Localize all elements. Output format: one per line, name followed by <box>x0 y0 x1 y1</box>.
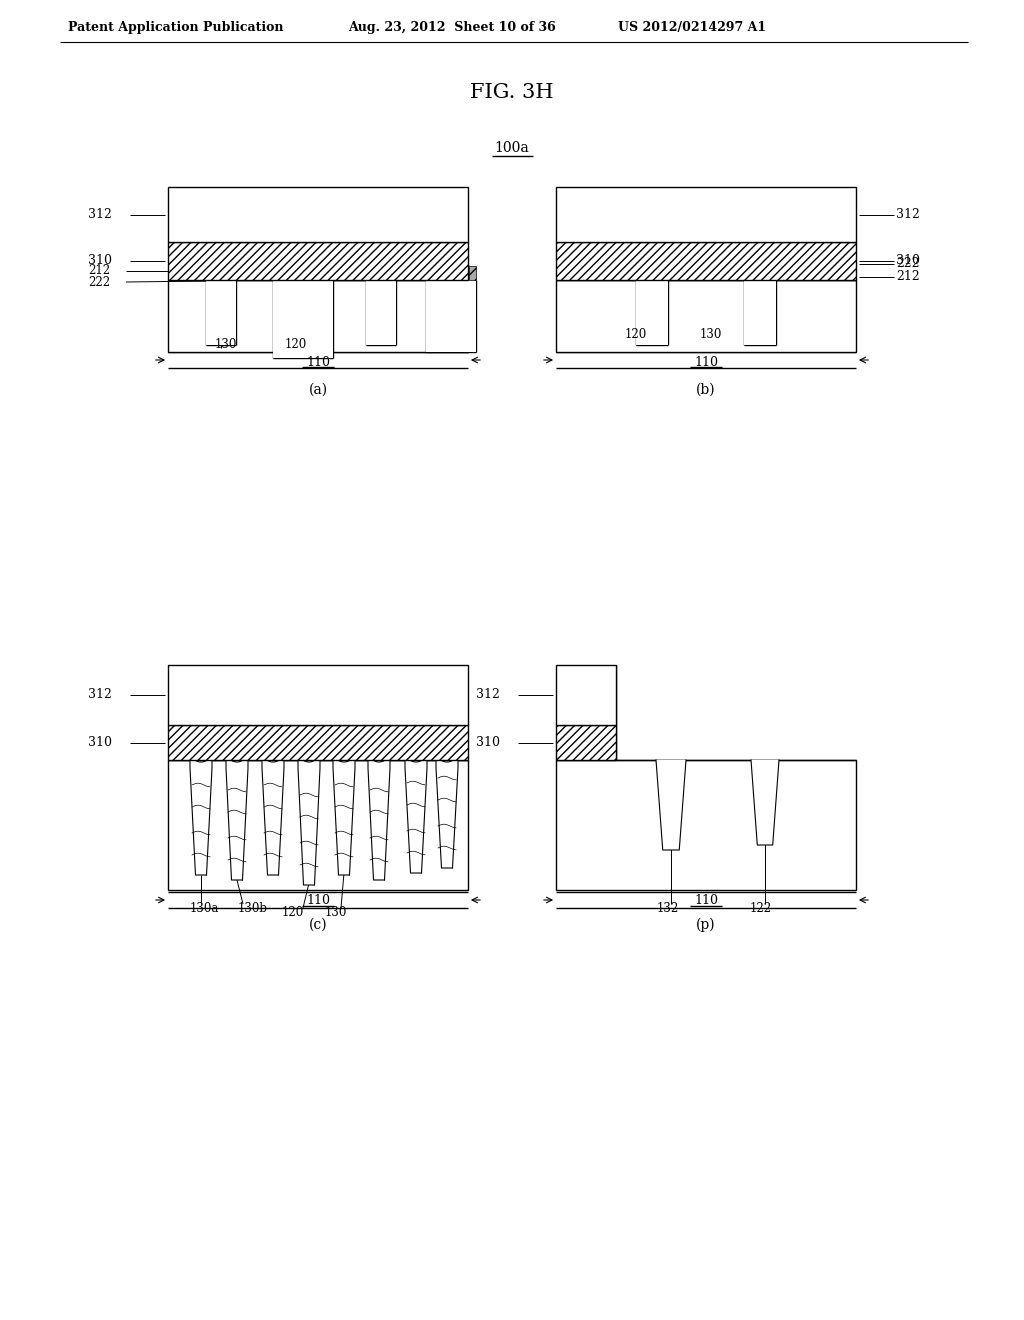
Text: 310: 310 <box>88 255 112 268</box>
Text: 212: 212 <box>88 264 111 277</box>
Text: 222: 222 <box>896 257 920 271</box>
Polygon shape <box>333 760 355 875</box>
Bar <box>168 760 468 890</box>
Bar <box>273 267 280 280</box>
Bar <box>273 280 333 358</box>
Bar <box>426 267 433 280</box>
Bar <box>776 257 798 273</box>
Text: 312: 312 <box>476 689 500 701</box>
Bar <box>744 280 776 345</box>
Text: 120: 120 <box>625 329 647 342</box>
Text: FIG. 3H: FIG. 3H <box>470 82 554 102</box>
Bar <box>575 257 598 273</box>
Bar <box>556 725 616 760</box>
Bar <box>206 280 236 345</box>
Text: 310: 310 <box>476 737 500 748</box>
Bar <box>168 280 468 352</box>
Bar <box>168 242 468 280</box>
Bar <box>556 187 856 242</box>
Polygon shape <box>656 760 686 850</box>
Text: 130b: 130b <box>248 252 278 264</box>
Polygon shape <box>226 760 248 880</box>
Text: 212: 212 <box>896 271 920 282</box>
Text: 312: 312 <box>88 209 112 220</box>
Bar <box>426 280 476 352</box>
Text: 130: 130 <box>699 329 722 342</box>
Text: 100a: 100a <box>495 141 529 154</box>
Text: 310: 310 <box>896 255 920 268</box>
Polygon shape <box>190 760 212 875</box>
Text: US 2012/0214297 A1: US 2012/0214297 A1 <box>618 21 766 34</box>
Text: 120: 120 <box>285 338 307 351</box>
Polygon shape <box>262 760 284 875</box>
Text: Aug. 23, 2012  Sheet 10 of 36: Aug. 23, 2012 Sheet 10 of 36 <box>348 21 556 34</box>
Text: 130: 130 <box>325 906 347 919</box>
Bar <box>389 267 396 280</box>
Bar <box>636 280 668 345</box>
Bar <box>826 257 848 273</box>
Bar <box>366 267 373 280</box>
Text: 310: 310 <box>88 737 112 748</box>
Text: 110: 110 <box>694 355 718 368</box>
Text: (c): (c) <box>308 917 328 932</box>
Bar <box>556 760 856 890</box>
Polygon shape <box>406 760 427 873</box>
Bar <box>229 267 236 280</box>
Bar <box>556 273 856 280</box>
Text: 312: 312 <box>896 209 920 220</box>
Text: (a): (a) <box>308 383 328 397</box>
Text: 110: 110 <box>306 894 330 907</box>
Bar <box>168 665 468 725</box>
Bar <box>668 257 690 273</box>
Bar <box>556 665 616 725</box>
Text: 130b: 130b <box>238 902 268 915</box>
Bar <box>206 267 213 280</box>
Polygon shape <box>298 760 319 884</box>
Polygon shape <box>751 760 779 845</box>
Text: (b): (b) <box>696 383 716 397</box>
Text: 130: 130 <box>215 338 238 351</box>
Bar <box>469 267 476 280</box>
Bar <box>556 280 856 352</box>
Polygon shape <box>436 760 458 869</box>
Text: 222: 222 <box>88 276 111 289</box>
Bar <box>168 187 468 242</box>
Text: 110: 110 <box>694 894 718 907</box>
Text: 120: 120 <box>282 906 304 919</box>
Bar <box>326 267 333 280</box>
Text: 132: 132 <box>656 902 679 915</box>
Text: 122: 122 <box>750 902 772 915</box>
Bar <box>366 280 396 345</box>
Text: 110: 110 <box>306 355 330 368</box>
Text: 312: 312 <box>88 689 112 701</box>
Bar <box>168 725 468 760</box>
Text: (p): (p) <box>696 917 716 932</box>
Text: 130a: 130a <box>190 902 219 915</box>
Text: Patent Application Publication: Patent Application Publication <box>68 21 284 34</box>
Bar <box>556 242 856 280</box>
Polygon shape <box>368 760 390 880</box>
